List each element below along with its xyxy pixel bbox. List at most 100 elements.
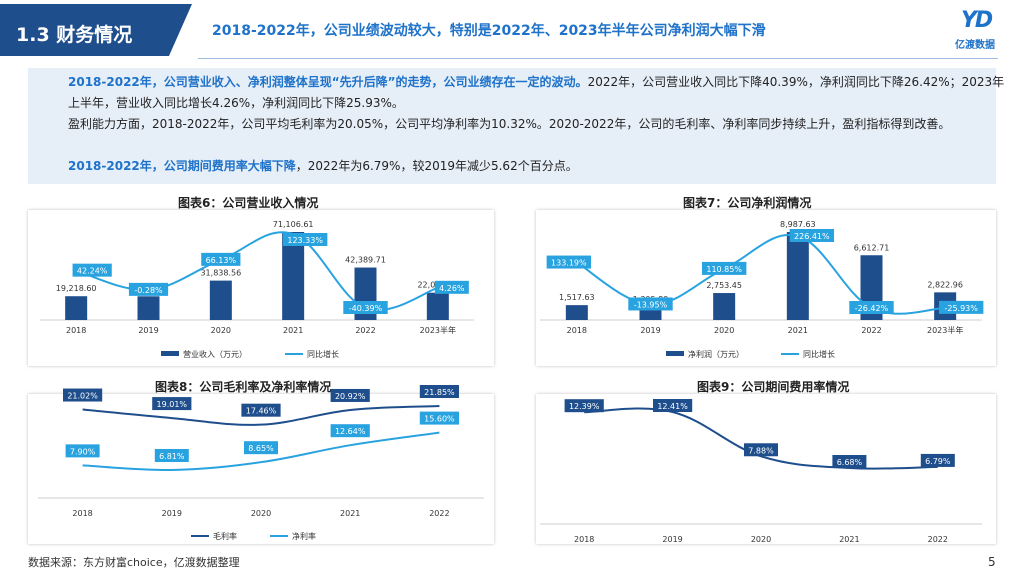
- growth-label-5: -25.93%: [944, 304, 978, 313]
- series-0-label-2: 7.88%: [748, 446, 774, 455]
- series-0-label-2: 17.46%: [246, 407, 277, 416]
- growth-label-2-bg: [201, 252, 241, 266]
- series-0-label-3: 20.92%: [335, 392, 366, 401]
- logo-text: 亿渡数据: [955, 40, 995, 51]
- series-1-label-0-bg: [65, 444, 100, 458]
- x-tick-label-2: 2020: [751, 535, 771, 544]
- chart-6-revenue: 19,218.60201819,165.25201931,838.5620207…: [28, 210, 494, 366]
- growth-label-1: -0.28%: [134, 286, 163, 295]
- page-number: 5: [988, 555, 996, 569]
- legend-swatch-0: [666, 351, 684, 356]
- x-tick-label-1: 2019: [662, 535, 682, 544]
- series-0-label-0-bg: [63, 388, 103, 402]
- legend-label-1: 同比增长: [307, 349, 339, 359]
- top-bar: 1.3 财务情况 2018-2022年，公司业绩波动较大，特别是2022年、20…: [0, 0, 1024, 62]
- series-0-label-1: 19.01%: [157, 400, 188, 409]
- x-tick-label-4: 2022: [355, 326, 375, 335]
- series-1-label-1: 6.81%: [159, 452, 185, 461]
- growth-label-3: 123.33%: [287, 236, 323, 245]
- section-tab: [0, 4, 192, 56]
- x-tick-label-2: 2020: [251, 509, 271, 518]
- legend-label-0: 毛利率: [213, 531, 237, 541]
- series-1-label-3-bg: [330, 424, 370, 438]
- growth-label-2: 66.13%: [206, 256, 237, 265]
- growth-label-5: 4.26%: [439, 284, 465, 293]
- x-tick-label-3: 2021: [283, 326, 303, 335]
- bar-value-label-4: 6,612.71: [854, 243, 890, 252]
- page-headline: 2018-2022年，公司业绩波动较大，特别是2022年、2023年半年公司净利…: [212, 23, 766, 39]
- chart-6-title: 图表6：公司营业收入情况: [178, 196, 319, 210]
- x-tick-label-4: 2022: [928, 535, 948, 544]
- chart-7-net-profit: 1,517.6320181,305.8920192,753.4520208,98…: [536, 210, 996, 366]
- growth-label-4: -26.42%: [855, 304, 889, 313]
- bar-value-label-3: 8,987.63: [780, 220, 816, 229]
- x-tick-label-2: 2020: [714, 326, 734, 335]
- company-logo: YD 亿渡数据: [955, 8, 1003, 52]
- series-0-label-1-bg: [152, 397, 192, 411]
- c1-svg: 1,517.6320181,305.8920192,753.4520208,98…: [540, 220, 984, 359]
- growth-label-1: -13.95%: [634, 300, 668, 309]
- x-tick-label-1: 2019: [640, 326, 660, 335]
- series-0-label-4: 6.79%: [925, 457, 951, 466]
- summary-p1-highlight: 2018-2022年，公司营业收入、净利润整体呈现“先升后降”的走势，公司业绩存…: [68, 75, 588, 89]
- bar-5: [426, 292, 449, 320]
- series-0-label-0: 21.02%: [67, 392, 98, 401]
- bar-value-label-2: 2,753.45: [706, 281, 742, 290]
- series-0-label-4: 21.85%: [424, 388, 455, 397]
- bar-3: [786, 232, 809, 320]
- bar-2: [209, 280, 232, 320]
- summary-box: 2018-2022年，公司营业收入、净利润整体呈现“先升后降”的走势，公司业绩存…: [28, 68, 1004, 184]
- growth-label-1-bg: [628, 297, 673, 311]
- growth-label-2: 110.85%: [706, 265, 742, 274]
- x-tick-label-0: 2018: [72, 509, 92, 518]
- series-1-label-3: 12.64%: [335, 427, 366, 436]
- legend-swatch-0: [161, 351, 179, 356]
- logo-mark: YD: [961, 8, 993, 33]
- bar-3: [282, 232, 305, 320]
- series-1-label-4-bg: [419, 411, 459, 425]
- legend-label-0: 净利润（万元）: [688, 349, 744, 359]
- x-tick-label-5: 2023半年: [420, 325, 456, 335]
- bar-2: [713, 293, 736, 320]
- series-0-label-1-bg: [653, 399, 693, 412]
- growth-label-2-bg: [701, 261, 747, 275]
- x-tick-label-2: 2020: [211, 326, 231, 335]
- legend-label-1: 同比增长: [803, 349, 835, 359]
- chart-8-margins: 2018 2019 2020 2021 2022 21.02% 19.01% 17.46% 20…: [28, 385, 494, 544]
- bar-value-label-0: 1,517.63: [559, 293, 595, 302]
- series-0-label-2-bg: [744, 443, 778, 457]
- growth-label-0-bg: [72, 263, 112, 277]
- bar-0: [65, 296, 88, 320]
- growth-label-5-bg: [434, 280, 469, 294]
- section-title: 1.3 财务情况: [16, 24, 133, 46]
- series-0-label-3: 6.68%: [837, 458, 863, 467]
- x-tick-label-3: 2021: [839, 535, 859, 544]
- growth-label-5-bg: [938, 300, 984, 314]
- summary-p1-text: 2022年，公司营业收入同比下降40.39%，净利润同比下降26.42%；202…: [68, 75, 1005, 110]
- chart-8-title: 图表8：公司毛利率及净利率情况: [155, 380, 332, 394]
- growth-label-3-bg: [789, 229, 835, 242]
- growth-label-4-bg: [849, 301, 894, 314]
- legend-label-0: 营业收入（万元）: [183, 349, 247, 359]
- bar-value-label-0: 19,218.60: [56, 284, 97, 293]
- series-0-label-3-bg: [832, 455, 867, 468]
- x-tick-label-3: 2021: [788, 326, 808, 335]
- bar-value-label-2: 31,838.56: [200, 269, 241, 278]
- bar-1: [137, 296, 160, 320]
- bar-value-label-4: 42,389.71: [345, 256, 386, 265]
- chart-7-title: 图表7：公司净利润情况: [683, 196, 812, 210]
- x-tick-label-0: 2018: [567, 326, 587, 335]
- growth-label-4: -40.39%: [349, 304, 383, 313]
- growth-label-3-bg: [282, 233, 328, 246]
- summary-paragraph-1: 2018-2022年，公司营业收入、净利润整体呈现“先升后降”的走势，公司业绩存…: [40, 72, 1016, 114]
- x-tick-label-1: 2019: [162, 509, 182, 518]
- series-0-label-1: 12.41%: [657, 402, 688, 411]
- header-divider: [198, 58, 998, 59]
- c3-svg: 2018 2019 2020 2021 2022 12.39% 12.41% 7.88% 6.6…: [540, 399, 982, 544]
- growth-label-0: 42.24%: [77, 267, 108, 276]
- chart-9-expense-ratio: 2018 2019 2020 2021 2022 12.39% 12.41% 7.88% 6.6…: [536, 394, 996, 544]
- x-tick-label-0: 2018: [574, 535, 594, 544]
- growth-label-0: 133.19%: [551, 259, 587, 268]
- x-tick-label-3: 2021: [340, 509, 360, 518]
- data-source: 数据来源：东方财富choice，亿渡数据整理: [28, 556, 240, 569]
